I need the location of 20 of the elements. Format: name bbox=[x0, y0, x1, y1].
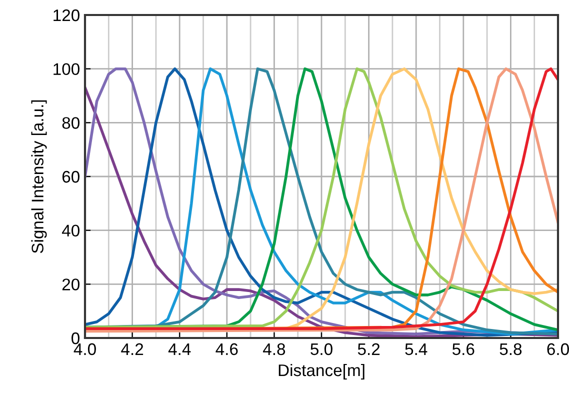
x-tick-label: 6.0 bbox=[547, 343, 569, 356]
x-tick-label: 5.6 bbox=[452, 343, 474, 356]
y-tick-label: 60 bbox=[62, 170, 80, 183]
x-tick-label: 4.6 bbox=[216, 343, 238, 356]
y-tick-label: 80 bbox=[62, 117, 80, 129]
y-tick-label: 40 bbox=[62, 224, 80, 237]
y-tick-label: 120 bbox=[54, 9, 80, 22]
x-tick-label: 4.2 bbox=[121, 343, 144, 355]
x-tick-label: 4.8 bbox=[263, 343, 286, 356]
x-tick-label: 4.0 bbox=[74, 343, 96, 356]
x-tick-label: 5.0 bbox=[310, 343, 332, 356]
x-tick-label: 5.8 bbox=[500, 343, 522, 356]
y-tick-label: 20 bbox=[62, 278, 80, 290]
x-tick-label: 4.4 bbox=[168, 343, 191, 355]
y-tick-label: 100 bbox=[54, 63, 80, 76]
y-tick-label: 0 bbox=[72, 332, 80, 344]
x-tick-label: 5.4 bbox=[405, 343, 428, 356]
x-tick-label: 5.2 bbox=[358, 343, 380, 356]
y-axis-title: Signal Intensity [a.u.] bbox=[31, 100, 47, 254]
x-axis-title: Distance[m] bbox=[278, 364, 364, 380]
